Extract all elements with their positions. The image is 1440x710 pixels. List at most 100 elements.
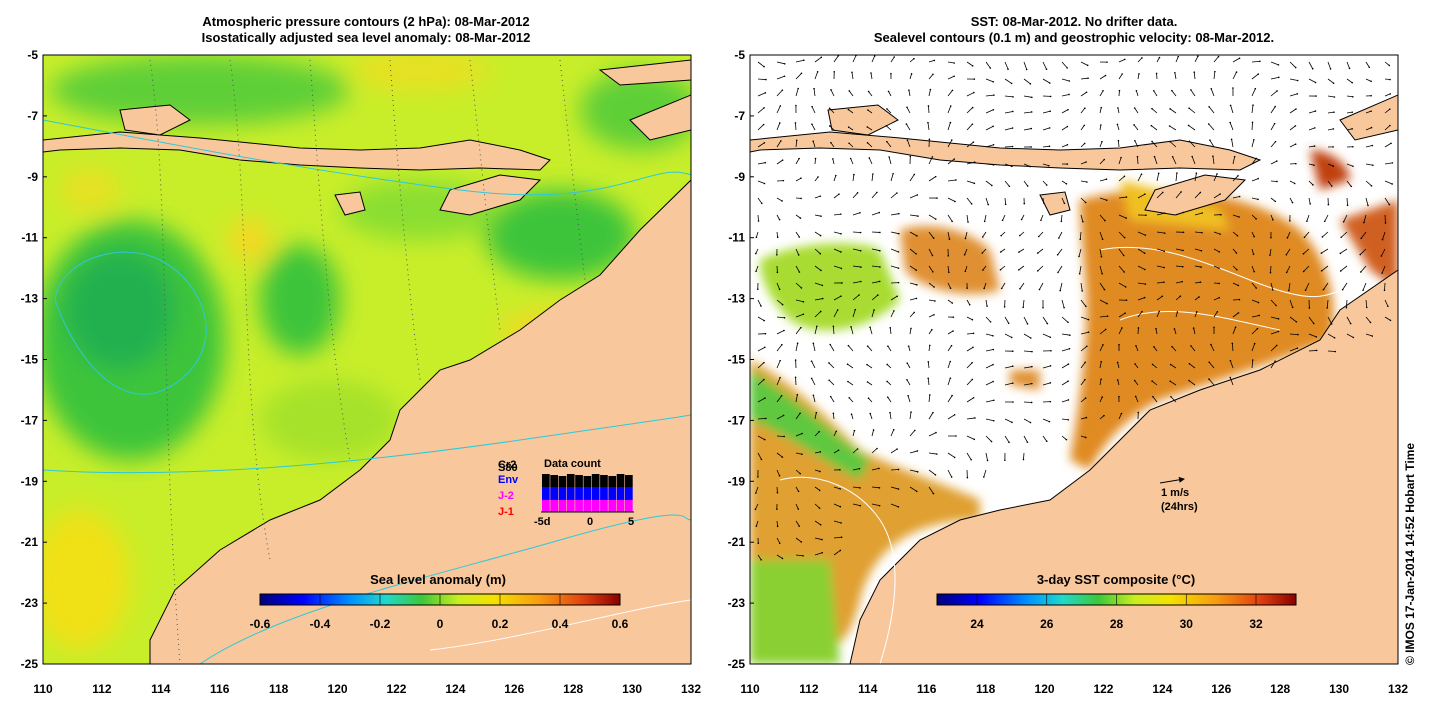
velocity-arrow-head <box>1003 306 1006 308</box>
velocity-arrow <box>1365 197 1369 206</box>
velocity-arrow-head <box>813 87 815 90</box>
velocity-arrow <box>1156 231 1165 234</box>
velocity-arrow <box>1170 364 1177 369</box>
velocity-arrow-head <box>1063 306 1065 309</box>
velocity-arrow <box>886 125 892 131</box>
velocity-arrow-head <box>973 91 975 94</box>
colorbar-tick-label: 0 <box>437 617 444 631</box>
pressure-contours <box>149 59 586 664</box>
velocity-arrow-head <box>860 280 862 283</box>
velocity-arrow-head <box>1327 203 1330 206</box>
velocity-arrow-head <box>950 344 953 347</box>
velocity-arrow-head <box>1367 204 1369 207</box>
velocity-arrow <box>909 298 917 301</box>
velocity-arrow-head <box>1012 110 1014 113</box>
velocity-arrow <box>1004 365 1013 369</box>
velocity-arrow-head <box>1171 155 1174 158</box>
velocity-arrow-head <box>1134 395 1137 398</box>
velocity-arrow <box>795 327 802 335</box>
velocity-arrow-head <box>1045 440 1048 443</box>
data-count-bar-j2 <box>583 500 592 512</box>
velocity-arrow-head <box>1124 58 1126 61</box>
velocity-arrow <box>1270 90 1278 97</box>
velocity-arrow-head <box>876 447 878 450</box>
velocity-arrow-head <box>1104 219 1106 222</box>
velocity-arrow <box>776 395 782 403</box>
velocity-arrow-head <box>828 362 830 364</box>
velocity-arrow-head <box>1380 255 1383 257</box>
velocity-arrow-head <box>840 522 842 524</box>
velocity-arrow <box>1175 295 1181 301</box>
velocity-arrow <box>966 299 971 305</box>
velocity-arrow <box>1061 61 1068 69</box>
velocity-arrow-head <box>885 125 888 127</box>
lat-tick-label: -25 <box>728 657 746 671</box>
velocity-arrow-head <box>1346 204 1349 207</box>
velocity-arrow-head <box>951 220 953 223</box>
velocity-arrow <box>1286 265 1291 273</box>
velocity-arrow <box>1270 160 1277 165</box>
velocity-arrow-head <box>762 123 765 126</box>
velocity-arrow-head <box>1390 142 1392 145</box>
velocity-arrow-head <box>828 125 831 127</box>
velocity-arrow-head <box>971 123 974 125</box>
velocity-arrow <box>1080 180 1087 183</box>
velocity-arrow-head <box>1121 73 1123 75</box>
velocity-arrow-head <box>853 173 855 176</box>
velocity-arrow-head <box>764 161 767 164</box>
velocity-arrow-head <box>935 431 937 434</box>
velocity-arrow-head <box>1049 95 1052 98</box>
velocity-arrow <box>890 192 898 199</box>
velocity-arrow <box>1004 95 1013 98</box>
velocity-arrow <box>1340 248 1348 254</box>
velocity-arrow <box>1137 156 1139 165</box>
velocity-arrow-head <box>1161 295 1164 298</box>
velocity-arrow-head <box>1144 283 1147 285</box>
velocity-arrow <box>813 88 816 97</box>
velocity-arrow-head <box>934 300 936 302</box>
velocity-arrow <box>1175 173 1178 182</box>
velocity-arrow <box>1037 265 1044 272</box>
velocity-arrow-head <box>1332 128 1335 130</box>
velocity-arrow <box>1080 379 1086 386</box>
velocity-arrow <box>1023 61 1028 70</box>
velocity-arrow-head <box>1101 238 1104 241</box>
velocity-arrow <box>887 345 892 352</box>
velocity-arrow-head <box>859 504 862 507</box>
velocity-arrow <box>1251 60 1260 63</box>
velocity-arrow <box>909 328 912 335</box>
velocity-arrow-head <box>915 269 918 271</box>
velocity-arrow-head <box>1145 214 1147 217</box>
velocity-arrow-head <box>1084 107 1086 109</box>
velocity-arrow <box>1080 107 1086 114</box>
velocity-arrow-head <box>1277 318 1280 320</box>
velocity-arrow-head <box>1253 270 1256 273</box>
velocity-arrow <box>985 94 994 97</box>
velocity-arrow-head <box>1326 307 1328 309</box>
velocity-arrow <box>814 298 823 301</box>
velocity-arrow <box>1384 180 1393 185</box>
velocity-arrow-head <box>860 266 862 268</box>
velocity-arrow <box>909 265 917 271</box>
velocity-arrow-head <box>1216 173 1218 175</box>
velocity-arrow <box>1156 311 1160 318</box>
velocity-arrow-head <box>832 412 835 415</box>
velocity-arrow-head <box>1101 396 1104 398</box>
velocity-arrow-head <box>851 71 853 74</box>
data-count-bar-env <box>616 487 625 500</box>
velocity-arrow-head <box>1218 296 1220 299</box>
velocity-arrow <box>890 448 898 454</box>
velocity-arrow-head <box>1235 71 1238 73</box>
australia-land <box>849 269 1398 664</box>
velocity-arrow <box>814 158 816 165</box>
lon-tick-label: 126 <box>504 682 524 696</box>
velocity-arrow <box>795 248 800 256</box>
velocity-arrow-head <box>916 450 919 452</box>
velocity-arrow <box>982 248 987 254</box>
velocity-arrow-head <box>1320 269 1323 272</box>
velocity-arrow-head <box>1100 124 1102 126</box>
velocity-arrow <box>1000 248 1006 253</box>
velocity-arrow <box>1230 105 1234 114</box>
velocity-arrow <box>1346 111 1353 114</box>
velocity-arrow-head <box>1117 139 1120 142</box>
